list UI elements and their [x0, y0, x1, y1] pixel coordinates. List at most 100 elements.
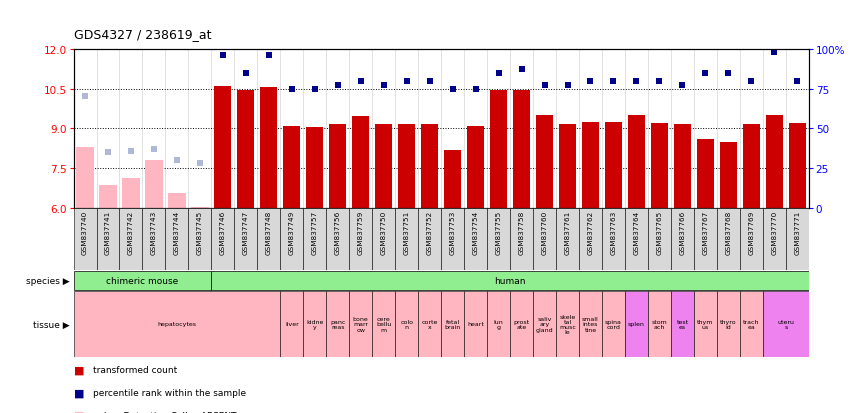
Text: lun
g: lun g — [494, 319, 503, 329]
Text: tissue ▶: tissue ▶ — [33, 320, 69, 329]
Bar — [467, 126, 484, 209]
Bar — [395, 291, 418, 357]
Text: ■: ■ — [74, 387, 84, 397]
Text: colo
n: colo n — [400, 319, 413, 329]
Text: value, Detection Call = ABSENT: value, Detection Call = ABSENT — [93, 411, 236, 413]
Bar — [717, 291, 740, 357]
Text: GSM837750: GSM837750 — [381, 211, 387, 254]
Text: GSM837761: GSM837761 — [565, 211, 571, 254]
Bar — [211, 271, 809, 291]
Bar — [743, 125, 760, 209]
Text: spina
cord: spina cord — [605, 319, 622, 329]
Bar — [349, 291, 372, 357]
Bar — [625, 291, 648, 357]
Bar — [490, 90, 507, 209]
Bar — [717, 209, 740, 271]
Text: GSM837762: GSM837762 — [587, 211, 593, 254]
Bar — [349, 209, 372, 271]
Bar — [579, 209, 602, 271]
Text: hepatocytes: hepatocytes — [157, 322, 196, 327]
Bar — [650, 124, 668, 209]
Bar — [145, 161, 163, 209]
Bar — [372, 209, 395, 271]
Bar — [122, 178, 139, 209]
Bar — [169, 194, 185, 209]
Bar — [97, 209, 119, 271]
Text: ■: ■ — [74, 410, 84, 413]
Bar — [215, 87, 232, 209]
Bar — [165, 209, 189, 271]
Text: trach
ea: trach ea — [743, 319, 759, 329]
Text: GSM837766: GSM837766 — [679, 211, 685, 254]
Bar — [465, 291, 487, 357]
Bar — [326, 209, 349, 271]
Text: GSM837767: GSM837767 — [702, 211, 708, 254]
Text: skele
tal
musc
le: skele tal musc le — [559, 314, 576, 335]
Text: GSM837754: GSM837754 — [472, 211, 478, 254]
Bar — [258, 209, 280, 271]
Text: GSM837740: GSM837740 — [82, 211, 88, 254]
Text: kidne
y: kidne y — [306, 319, 324, 329]
Text: ■: ■ — [74, 365, 84, 375]
Bar — [605, 122, 622, 209]
Bar — [763, 291, 809, 357]
Text: panc
reas: panc reas — [330, 319, 345, 329]
Bar — [740, 291, 763, 357]
Bar — [418, 209, 441, 271]
Text: thym
us: thym us — [697, 319, 714, 329]
Bar — [533, 209, 556, 271]
Text: GSM837744: GSM837744 — [174, 211, 180, 254]
Bar — [789, 124, 806, 209]
Bar — [74, 271, 211, 291]
Bar — [280, 209, 304, 271]
Bar — [740, 209, 763, 271]
Bar — [74, 291, 280, 357]
Text: transformed count: transformed count — [93, 365, 176, 374]
Text: GSM837764: GSM837764 — [633, 211, 639, 254]
Bar — [143, 209, 165, 271]
Bar — [444, 150, 461, 209]
Bar — [398, 125, 415, 209]
Bar — [628, 116, 645, 209]
Text: GSM837755: GSM837755 — [496, 211, 502, 254]
Bar — [418, 291, 441, 357]
Text: chimeric mouse: chimeric mouse — [106, 276, 178, 285]
Text: saliv
ary
gland: saliv ary gland — [535, 316, 554, 332]
Bar — [119, 209, 143, 271]
Bar — [766, 116, 783, 209]
Bar — [280, 291, 304, 357]
Text: GSM837751: GSM837751 — [404, 211, 410, 254]
Text: splen: splen — [628, 322, 645, 327]
Bar — [579, 291, 602, 357]
Bar — [674, 125, 691, 209]
Bar — [720, 142, 737, 209]
Bar — [602, 291, 625, 357]
Text: bone
marr
ow: bone marr ow — [353, 316, 368, 332]
Text: uteru
s: uteru s — [778, 319, 794, 329]
Bar — [697, 140, 714, 209]
Text: GSM837758: GSM837758 — [519, 211, 524, 254]
Text: corte
x: corte x — [421, 319, 438, 329]
Bar — [487, 291, 510, 357]
Text: GSM837757: GSM837757 — [311, 211, 317, 254]
Bar — [191, 207, 208, 209]
Bar — [487, 209, 510, 271]
Bar — [189, 209, 211, 271]
Bar — [306, 128, 324, 209]
Text: species ▶: species ▶ — [26, 276, 69, 285]
Text: GSM837742: GSM837742 — [128, 211, 134, 254]
Bar — [76, 147, 93, 209]
Text: GSM837768: GSM837768 — [726, 211, 731, 254]
Bar — [372, 291, 395, 357]
Bar — [556, 291, 579, 357]
Bar — [510, 291, 533, 357]
Text: GSM837771: GSM837771 — [794, 211, 800, 254]
Bar — [625, 209, 648, 271]
Bar — [421, 125, 439, 209]
Text: heart: heart — [467, 322, 484, 327]
Bar — [671, 209, 694, 271]
Bar — [395, 209, 418, 271]
Bar — [648, 291, 671, 357]
Bar — [304, 291, 326, 357]
Text: liver: liver — [285, 322, 298, 327]
